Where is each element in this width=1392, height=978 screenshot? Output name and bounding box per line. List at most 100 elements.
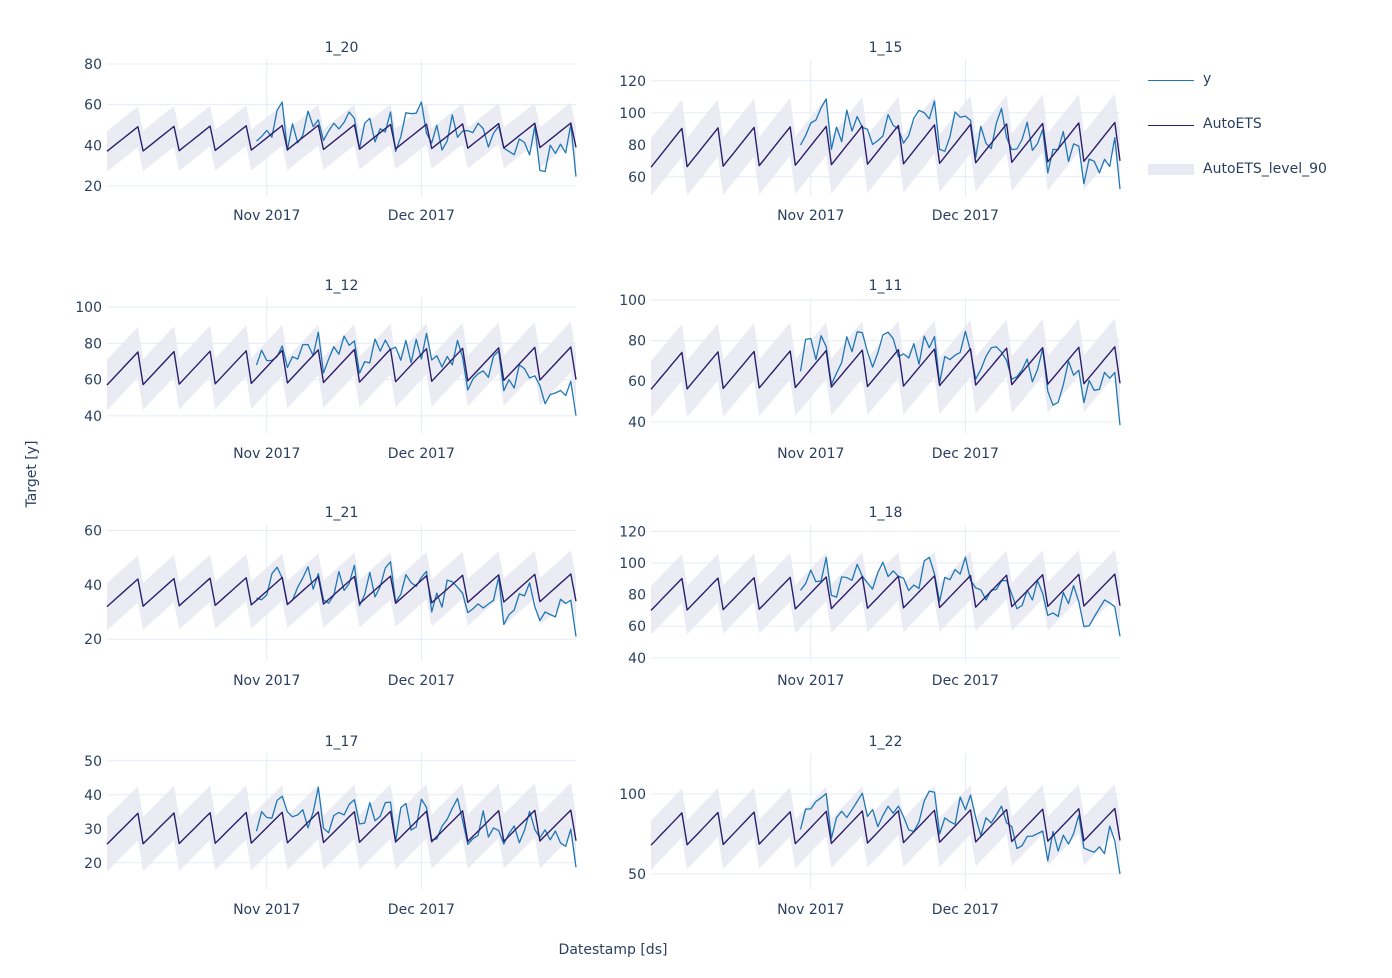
y-tick-label: 60 <box>84 523 102 539</box>
y-tick-label: 80 <box>628 334 646 350</box>
y-tick-label: 80 <box>628 138 646 154</box>
y-actual-line <box>255 331 577 416</box>
y-tick-label: 50 <box>628 867 646 883</box>
y-tick-label: 100 <box>619 787 646 803</box>
x-tick-label: Nov 2017 <box>233 673 300 689</box>
subplot-1-11: 1_11 40 60 80 100 Nov 2017 Dec 2017 <box>619 278 1121 462</box>
y-tick-label: 60 <box>628 619 646 635</box>
y-tick-label: 100 <box>619 556 646 572</box>
legend-swatch-autoets <box>1148 125 1194 126</box>
autoets-line <box>650 573 1121 611</box>
x-tick-label: Dec 2017 <box>388 673 455 689</box>
y-tick-label: 30 <box>84 822 102 838</box>
subplot-1-21: 1_21 20 40 60 Nov 2017 Dec 2017 <box>84 505 577 689</box>
x-tick-label: Dec 2017 <box>388 446 455 462</box>
x-tick-label: Nov 2017 <box>777 446 844 462</box>
y-tick-label: 60 <box>628 374 646 390</box>
legend: y AutoETS AutoETS_level_90 <box>1148 62 1378 197</box>
autoets-level-90-band <box>651 318 1120 418</box>
y-tick-label: 120 <box>619 524 646 540</box>
y-tick-label: 40 <box>84 409 102 425</box>
x-tick-label: Nov 2017 <box>233 208 300 224</box>
autoets-level-90-band <box>107 102 576 172</box>
x-tick-label: Nov 2017 <box>233 446 300 462</box>
legend-label-y: y <box>1203 71 1212 87</box>
subplot-1-20: 1_20 20 40 60 80 Nov 2017 Dec 2017 <box>84 40 577 224</box>
autoets-level-90-band <box>651 93 1120 196</box>
y-tick-label: 100 <box>75 300 102 316</box>
autoets-line <box>650 121 1121 168</box>
subplot-title: 1_18 <box>869 505 903 521</box>
y-tick-label: 20 <box>84 632 102 648</box>
y-tick-label: 40 <box>628 415 646 431</box>
subplot-title: 1_12 <box>325 278 359 294</box>
y-actual-line <box>256 561 577 637</box>
subplot-title: 1_11 <box>869 278 903 294</box>
subplot-1-17: 1_17 20 30 40 50 Nov 2017 Dec 2017 <box>84 734 577 918</box>
y-tick-label: 50 <box>84 754 102 770</box>
subplot-1-18: 1_18 40 60 80 100 120 Nov 2017 Dec 2017 <box>619 505 1121 689</box>
y-actual-line <box>255 786 577 868</box>
y-tick-label: 40 <box>84 788 102 804</box>
legend-item-autoets[interactable]: AutoETS <box>1148 107 1378 152</box>
legend-label-level-90: AutoETS_level_90 <box>1203 161 1327 177</box>
y-actual-line <box>799 98 1121 190</box>
x-tick-label: Dec 2017 <box>932 208 999 224</box>
y-tick-label: 100 <box>619 293 646 309</box>
autoets-line <box>106 122 577 152</box>
autoets-level-90-band <box>107 782 576 872</box>
y-tick-label: 20 <box>84 179 102 195</box>
legend-swatch-y <box>1148 80 1194 81</box>
subplot-title: 1_21 <box>325 505 359 521</box>
subplot-title: 1_15 <box>869 40 903 56</box>
x-tick-label: Dec 2017 <box>932 902 999 918</box>
y-tick-label: 80 <box>628 588 646 604</box>
autoets-line <box>106 346 577 386</box>
y-axis-label: Target [y] <box>24 441 40 509</box>
x-tick-label: Dec 2017 <box>932 446 999 462</box>
autoets-level-90-band <box>107 550 576 631</box>
subplot-title: 1_22 <box>869 734 903 750</box>
legend-label-autoets: AutoETS <box>1203 116 1262 132</box>
x-tick-label: Dec 2017 <box>932 673 999 689</box>
x-tick-label: Nov 2017 <box>233 902 300 918</box>
subplot-1-12: 1_12 40 60 80 100 Nov 2017 Dec 2017 <box>75 278 577 462</box>
y-tick-label: 120 <box>619 74 646 90</box>
y-tick-label: 40 <box>628 651 646 667</box>
y-tick-label: 60 <box>84 373 102 389</box>
x-tick-label: Nov 2017 <box>777 902 844 918</box>
x-tick-label: Nov 2017 <box>777 673 844 689</box>
y-tick-label: 40 <box>84 138 102 154</box>
y-actual-line <box>799 556 1121 637</box>
legend-item-level-90[interactable]: AutoETS_level_90 <box>1148 152 1378 197</box>
x-tick-label: Dec 2017 <box>388 208 455 224</box>
autoets-level-90-band <box>651 783 1120 870</box>
subplot-title: 1_17 <box>325 734 359 750</box>
autoets-level-90-band <box>107 321 576 411</box>
y-tick-label: 40 <box>84 578 102 594</box>
y-tick-label: 100 <box>619 106 646 122</box>
autoets-level-90-band <box>651 549 1120 635</box>
x-tick-label: Nov 2017 <box>777 208 844 224</box>
y-actual-line <box>799 330 1121 426</box>
y-tick-label: 80 <box>84 336 102 352</box>
legend-swatch-level-90 <box>1148 164 1194 175</box>
autoets-line <box>650 346 1121 390</box>
y-actual-line <box>256 101 577 177</box>
subplot-1-22: 1_22 50 100 Nov 2017 Dec 2017 <box>619 734 1121 918</box>
y-tick-label: 20 <box>84 856 102 872</box>
autoets-line <box>106 573 577 608</box>
y-actual-line <box>799 790 1121 875</box>
autoets-line <box>650 807 1121 846</box>
x-tick-label: Dec 2017 <box>388 902 455 918</box>
legend-item-y[interactable]: y <box>1148 62 1378 107</box>
subplot-1-15: 1_15 60 80 100 120 Nov 2017 Dec 2017 <box>619 40 1121 224</box>
y-tick-label: 80 <box>84 57 102 73</box>
y-tick-label: 60 <box>84 98 102 114</box>
autoets-line <box>106 809 577 845</box>
x-axis-label: Datestamp [ds] <box>559 942 668 958</box>
subplot-title: 1_20 <box>325 40 359 56</box>
y-tick-label: 60 <box>628 170 646 186</box>
